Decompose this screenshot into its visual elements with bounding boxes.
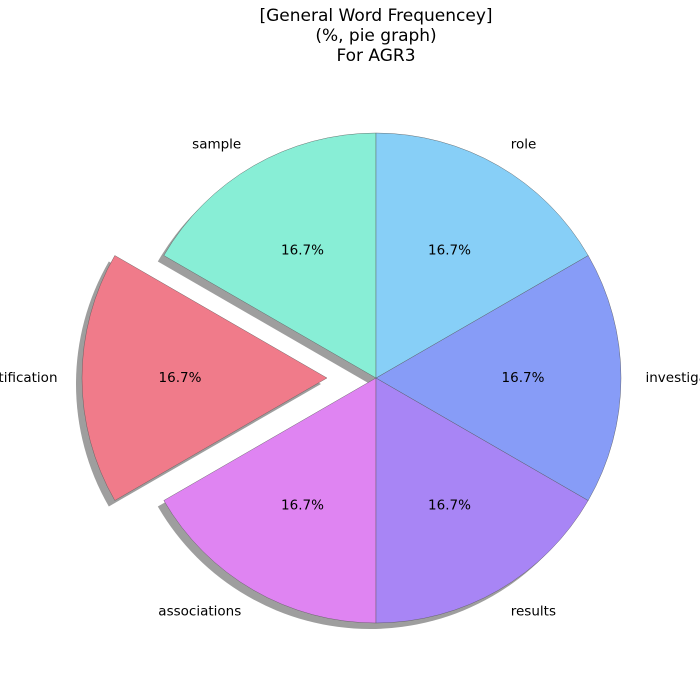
pie-slice-associations — [163, 377, 377, 624]
slice-label-associations: associations — [158, 603, 241, 619]
pie-slice-identification — [81, 255, 328, 501]
percent-label-associations: 16.7% — [281, 497, 324, 513]
chart-title-line-2: (%, pie graph) — [315, 26, 437, 46]
slice-label-sample: sample — [192, 137, 241, 153]
percent-label-results: 16.7% — [428, 497, 471, 513]
slice-label-results: results — [511, 603, 556, 619]
slice-label-role: role — [511, 137, 537, 153]
pie-slice-investigation — [375, 255, 622, 501]
percent-label-role: 16.7% — [428, 243, 471, 259]
slice-label-investigation: investigation — [646, 370, 700, 386]
slice-label-identification: Identification — [0, 370, 58, 386]
percent-label-sample: 16.7% — [281, 243, 324, 259]
percent-label-investigation: 16.7% — [502, 370, 545, 386]
chart-title-line-3: For AGR3 — [336, 46, 416, 66]
pie-slice-results — [375, 377, 589, 624]
pie-slice-sample — [163, 132, 377, 379]
pie-slice-role — [375, 132, 589, 379]
chart-title-line-1: [General Word Frequencey] — [259, 6, 493, 26]
pie-slice-layer — [81, 132, 622, 624]
chart-title: [General Word Frequencey] (%, pie graph)… — [0, 6, 700, 66]
pie-label-layer: sample 16.7% Identification 16.7% associatio… — [0, 137, 700, 620]
percent-label-identification: 16.7% — [159, 370, 202, 386]
